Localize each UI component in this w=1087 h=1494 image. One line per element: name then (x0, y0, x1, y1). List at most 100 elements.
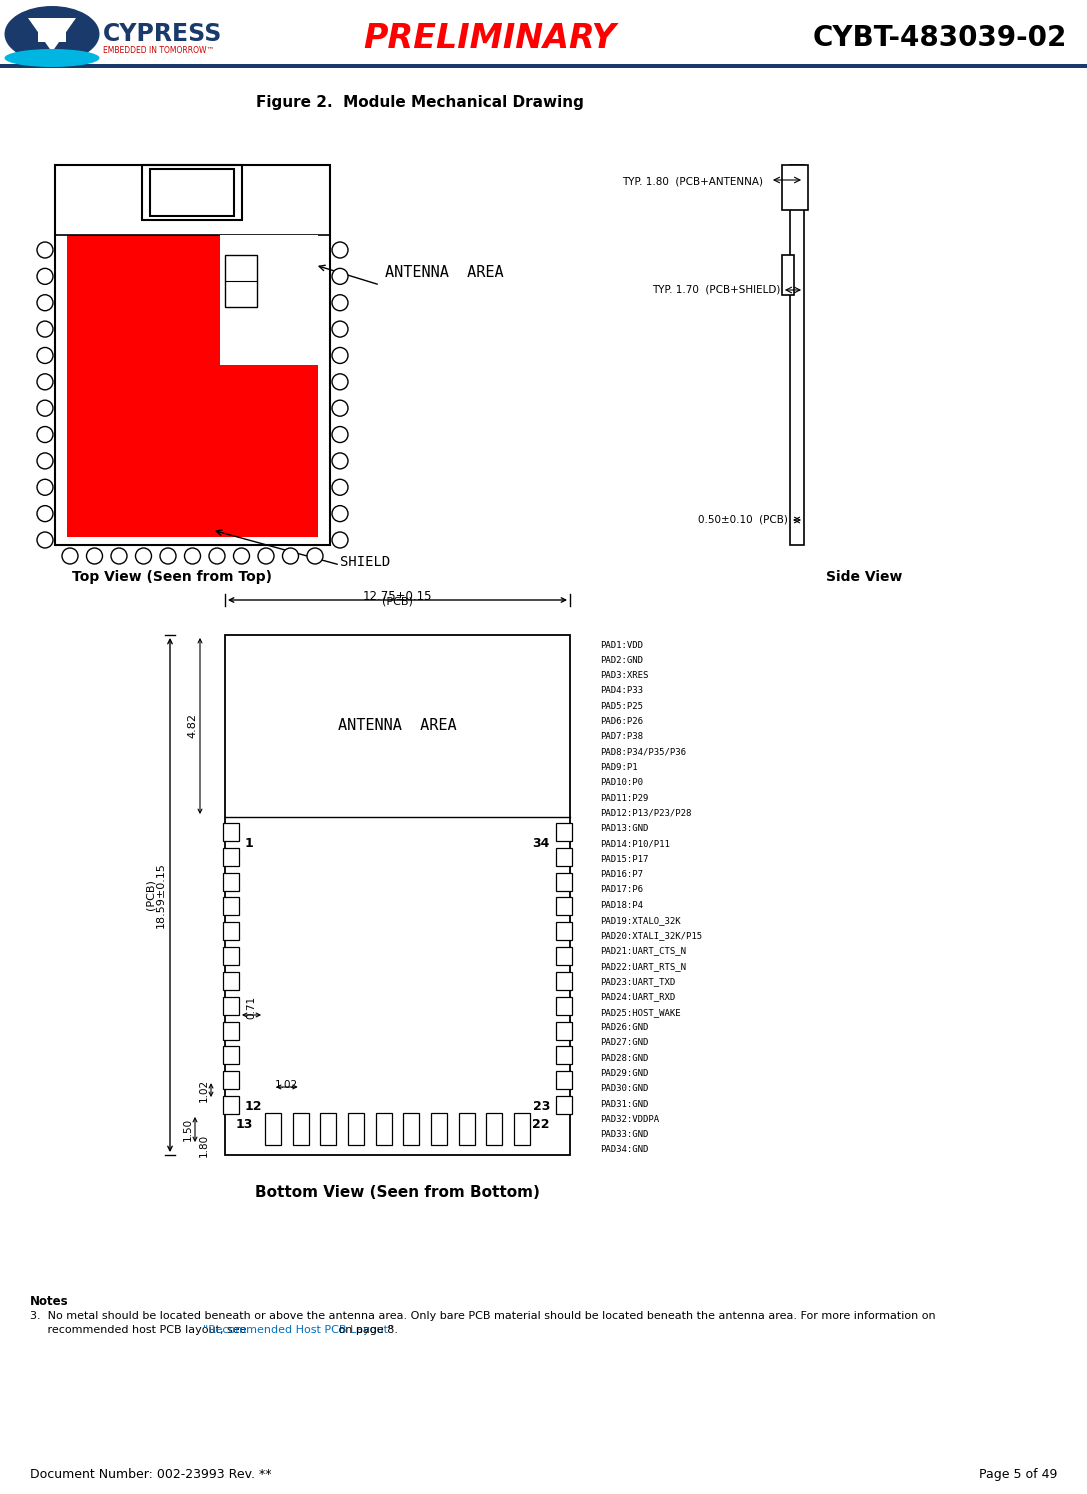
Text: 1.50: 1.50 (183, 1118, 193, 1140)
Text: PAD29:GND: PAD29:GND (600, 1070, 648, 1079)
Circle shape (37, 374, 53, 390)
Text: PAD14:P10/P11: PAD14:P10/P11 (600, 840, 670, 849)
Bar (0, 64, 1087, 69)
Circle shape (87, 548, 102, 565)
Bar (555, 847, 572, 867)
Circle shape (332, 321, 348, 338)
Text: PAD10:P0: PAD10:P0 (600, 778, 644, 787)
Circle shape (332, 400, 348, 417)
Bar (223, 1046, 239, 1064)
Bar (555, 1022, 572, 1040)
Circle shape (258, 548, 274, 565)
Bar (220, 235, 318, 365)
Bar (782, 164, 808, 211)
Text: ANTENNA  AREA: ANTENNA AREA (385, 264, 503, 279)
Bar (223, 1022, 239, 1040)
Text: 13: 13 (236, 1118, 253, 1131)
Bar (555, 996, 572, 1014)
Text: recommended host PCB layout, see: recommended host PCB layout, see (30, 1325, 250, 1336)
Bar (150, 169, 234, 217)
Text: Figure 2.  Module Mechanical Drawing: Figure 2. Module Mechanical Drawing (257, 96, 584, 111)
Circle shape (37, 321, 53, 338)
Text: PAD7:P38: PAD7:P38 (600, 732, 644, 741)
Text: 12: 12 (245, 1100, 262, 1113)
Circle shape (37, 480, 53, 496)
Circle shape (307, 548, 323, 565)
Circle shape (37, 294, 53, 311)
Text: "Recommended Host PCB Layout": "Recommended Host PCB Layout" (203, 1325, 393, 1336)
Text: PAD33:GND: PAD33:GND (600, 1129, 648, 1140)
Text: PAD24:UART_RXD: PAD24:UART_RXD (600, 992, 675, 1001)
Text: 4.82: 4.82 (187, 714, 197, 738)
Bar (223, 973, 239, 991)
Bar (223, 1071, 239, 1089)
Text: Bottom View (Seen from Bottom): Bottom View (Seen from Bottom) (254, 1185, 539, 1200)
Text: 3.  No metal should be located beneath or above the antenna area. Only bare PCB : 3. No metal should be located beneath or… (30, 1312, 936, 1321)
Bar (223, 872, 239, 890)
Bar (555, 922, 572, 940)
Text: PAD8:P34/P35/P36: PAD8:P34/P35/P36 (600, 747, 686, 756)
Text: 0.71: 0.71 (246, 996, 257, 1019)
Bar (555, 1097, 572, 1115)
Text: PAD16:P7: PAD16:P7 (600, 870, 644, 878)
Circle shape (37, 427, 53, 442)
Ellipse shape (4, 49, 100, 67)
Text: TYP. 1.80  (PCB+ANTENNA): TYP. 1.80 (PCB+ANTENNA) (622, 176, 763, 187)
Text: Side View: Side View (826, 571, 902, 584)
Text: (PCB): (PCB) (382, 596, 412, 607)
Bar (555, 1046, 572, 1064)
Text: PAD31:GND: PAD31:GND (600, 1100, 648, 1109)
Text: PAD1:VDD: PAD1:VDD (600, 641, 644, 650)
Circle shape (37, 400, 53, 417)
Bar (486, 1113, 502, 1144)
Circle shape (234, 548, 250, 565)
Text: CYBT-483039-02: CYBT-483039-02 (813, 24, 1067, 52)
Text: PAD30:GND: PAD30:GND (600, 1085, 648, 1094)
Bar (223, 898, 239, 916)
Text: PAD22:UART_RTS_N: PAD22:UART_RTS_N (600, 962, 686, 971)
Bar (348, 1113, 364, 1144)
Text: SHIELD: SHIELD (340, 554, 390, 569)
Bar (55, 164, 330, 545)
Text: 1.02: 1.02 (274, 1080, 298, 1091)
Circle shape (332, 269, 348, 284)
Bar (223, 922, 239, 940)
Circle shape (332, 453, 348, 469)
Text: CYPRESS: CYPRESS (103, 22, 223, 46)
Bar (555, 947, 572, 965)
Bar (321, 1113, 336, 1144)
Bar (55, 164, 330, 545)
Text: 34: 34 (533, 837, 550, 850)
Polygon shape (28, 18, 76, 52)
Text: PAD19:XTALO_32K: PAD19:XTALO_32K (600, 916, 680, 925)
Circle shape (332, 427, 348, 442)
Text: (PCB): (PCB) (145, 880, 155, 910)
Bar (265, 1113, 282, 1144)
Bar (376, 1113, 391, 1144)
Circle shape (37, 269, 53, 284)
Text: 1.02: 1.02 (199, 1079, 209, 1101)
Text: PAD5:P25: PAD5:P25 (600, 702, 644, 711)
Bar (555, 872, 572, 890)
Text: Document Number: 002-23993 Rev. **: Document Number: 002-23993 Rev. ** (30, 1469, 272, 1481)
Circle shape (332, 294, 348, 311)
Circle shape (37, 242, 53, 258)
Bar (514, 1113, 530, 1144)
Bar (555, 973, 572, 991)
Text: PAD32:VDDPA: PAD32:VDDPA (600, 1115, 659, 1123)
Bar (555, 1071, 572, 1089)
Circle shape (332, 374, 348, 390)
Text: PAD4:P33: PAD4:P33 (600, 686, 644, 695)
Text: PAD11:P29: PAD11:P29 (600, 793, 648, 802)
Bar (782, 255, 794, 294)
Text: 12.75±0.15: 12.75±0.15 (362, 590, 432, 604)
Text: PAD6:P26: PAD6:P26 (600, 717, 644, 726)
Bar (432, 1113, 447, 1144)
Text: 23: 23 (533, 1100, 550, 1113)
Circle shape (332, 505, 348, 521)
Text: Notes: Notes (30, 1295, 68, 1309)
Circle shape (209, 548, 225, 565)
Bar (223, 823, 239, 841)
Text: 1: 1 (245, 837, 253, 850)
Circle shape (332, 348, 348, 363)
